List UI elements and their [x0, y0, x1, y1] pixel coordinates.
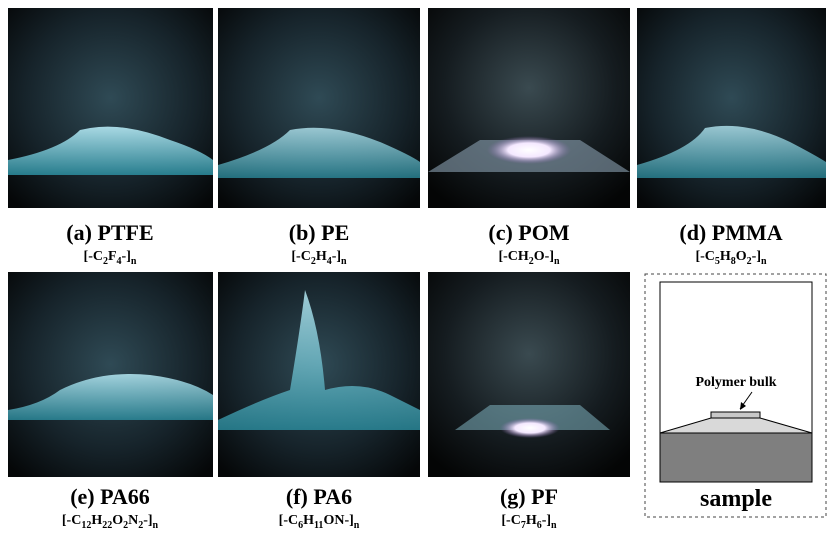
photo-a	[8, 8, 213, 208]
photo-d	[637, 8, 826, 208]
formula-part: -]	[122, 249, 131, 264]
formula-subscript: n	[354, 520, 360, 531]
formula-subscript: 12	[81, 520, 91, 531]
formula-subscript: 22	[102, 520, 112, 531]
photo-g	[428, 272, 630, 477]
formula-part: [-C	[291, 249, 310, 264]
formula-part: [-C	[84, 249, 103, 264]
formula-part: O	[736, 249, 747, 264]
formula-subscript: n	[761, 256, 767, 267]
formula-subscript: n	[554, 256, 560, 267]
annotation: Polymer bulk	[695, 375, 776, 390]
formula-part: -]	[752, 249, 761, 264]
formula-part: -]	[332, 249, 341, 264]
formula-part: [-C	[501, 513, 520, 528]
formula-part: O	[112, 513, 123, 528]
panel-label: (g) PF	[500, 484, 558, 509]
panel-label: (e) PA66	[70, 484, 150, 509]
formula-subscript: n	[551, 520, 557, 531]
panel-label: (c) POM	[488, 220, 569, 245]
formula-part: N	[128, 513, 138, 528]
photo-e	[8, 272, 213, 477]
formula-part: H	[316, 249, 327, 264]
panel-label: (f) PA6	[286, 484, 352, 509]
figure: Polymer bulk sample (a) PTFE [-C2F4-]n (b)…	[0, 0, 831, 543]
photo-b	[218, 8, 420, 208]
formula-part: H	[91, 513, 102, 528]
formula-part: [-C	[695, 249, 714, 264]
formula-part: H	[303, 513, 314, 528]
photo-c	[428, 8, 630, 208]
formula-part: ON-]	[323, 513, 353, 528]
formula-part: H	[526, 513, 537, 528]
formula: [-CH2O-]n	[498, 249, 560, 267]
formula-subscript: n	[341, 256, 347, 267]
formula: [-C5H8O2-]n	[695, 249, 767, 267]
formula-part: -]	[143, 513, 152, 528]
formula: [-C2F4-]n	[84, 249, 137, 267]
sample-diagram: Polymer bulk sample	[645, 274, 826, 517]
formula-subscript: 11	[314, 520, 323, 531]
formula-part: [-CH	[498, 249, 528, 264]
formula: [-C2H4-]n	[291, 249, 347, 267]
formula: [-C7H6-]n	[501, 513, 557, 531]
caption: sample	[700, 486, 772, 512]
formula-part: F	[108, 249, 117, 264]
photo-f	[218, 272, 420, 477]
formula-part: [-C	[62, 513, 81, 528]
formula-part: [-C	[279, 513, 298, 528]
formula-part: O-]	[534, 249, 554, 264]
formula-part: -]	[542, 513, 551, 528]
panel-label: (d) PMMA	[679, 220, 782, 245]
formula-subscript: n	[131, 256, 137, 267]
formula-part: H	[720, 249, 731, 264]
formula: [-C6H11ON-]n	[279, 513, 360, 531]
formula: [-C12H22O2N2-]n	[62, 513, 159, 531]
panel-label: (b) PE	[289, 220, 350, 245]
formula-subscript: n	[153, 520, 159, 531]
panel-label: (a) PTFE	[66, 220, 153, 245]
